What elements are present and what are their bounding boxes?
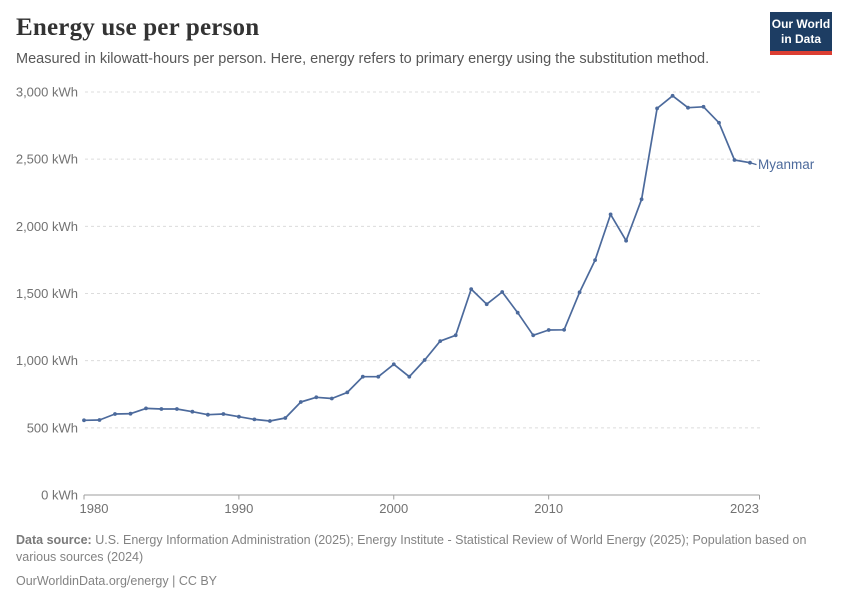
data-point [283,416,288,420]
data-point [469,287,474,291]
data-source-text: U.S. Energy Information Administration (… [16,533,807,565]
data-point [732,158,737,162]
page-title: Energy use per person [16,14,260,41]
data-point [376,374,381,379]
y-axis-tick-label: 2,000 kWh [16,219,78,234]
data-point [624,238,628,243]
data-point [686,105,690,110]
series-line-myanmar [83,94,751,422]
data-point [206,412,210,417]
data-point [546,328,551,332]
data-point [562,327,566,332]
chart-footer: Data source: U.S. Energy Information Adm… [16,532,828,590]
series-label-connector [751,162,757,166]
data-point [670,93,675,98]
chart-subtitle: Measured in kilowatt-hours per person. H… [16,51,710,67]
data-point [701,104,706,109]
data-point [190,409,195,414]
data-point [422,358,427,362]
data-point [113,412,117,416]
data-point [314,395,319,400]
data-source-line: Data source: U.S. Energy Information Adm… [16,532,828,567]
data-point [655,106,659,111]
data-point [329,396,334,401]
data-point [391,362,396,367]
data-point [453,333,458,338]
data-point [82,418,86,423]
data-point [175,407,179,411]
x-axis-tick-label: 2023 [730,501,759,516]
owid-logo-line2: in Data [780,32,821,46]
data-point [484,302,489,307]
license-line: OurWorldinData.org/energy | CC BY [16,573,828,590]
data-point [577,290,582,295]
data-point [159,407,164,411]
owid-logo: Our World in Data [770,12,832,55]
y-axis-tick-label: 2,500 kWh [16,152,78,167]
data-point [360,374,365,379]
data-point [608,212,613,217]
x-axis-tick-label: 1980 [80,501,109,516]
data-point [221,412,226,416]
data-point [97,418,102,422]
data-point [639,197,644,202]
data-point [128,411,133,416]
y-axis-tick-label: 1,500 kWh [16,286,78,301]
data-point [237,414,241,419]
owid-url-link[interactable]: OurWorldinData.org/energy [16,573,169,588]
x-axis-tick-label: 2000 [379,501,408,516]
data-source-label: Data source: [16,533,92,547]
data-point [144,406,148,411]
data-point [268,419,272,423]
license-text: | CC BY [168,573,218,588]
data-point [500,290,505,294]
x-axis-tick-label: 2010 [534,501,563,516]
data-point [345,390,350,395]
data-point [748,160,752,165]
series-end-label: Myanmar [758,157,815,172]
data-point [298,400,303,404]
data-point [438,339,443,343]
data-point [252,417,257,422]
data-point [515,310,520,315]
y-axis-tick-label: 3,000 kWh [16,85,78,100]
y-axis-tick-label: 0 kWh [41,488,78,503]
y-axis-tick-label: 1,000 kWh [16,353,78,368]
data-point [407,374,412,379]
owid-logo-line1: Our World [771,17,831,31]
x-axis-tick-label: 1990 [224,501,253,516]
data-point [531,333,536,338]
data-point [717,120,721,125]
data-point [593,258,597,262]
y-axis-tick-label: 500 kWh [27,420,78,435]
